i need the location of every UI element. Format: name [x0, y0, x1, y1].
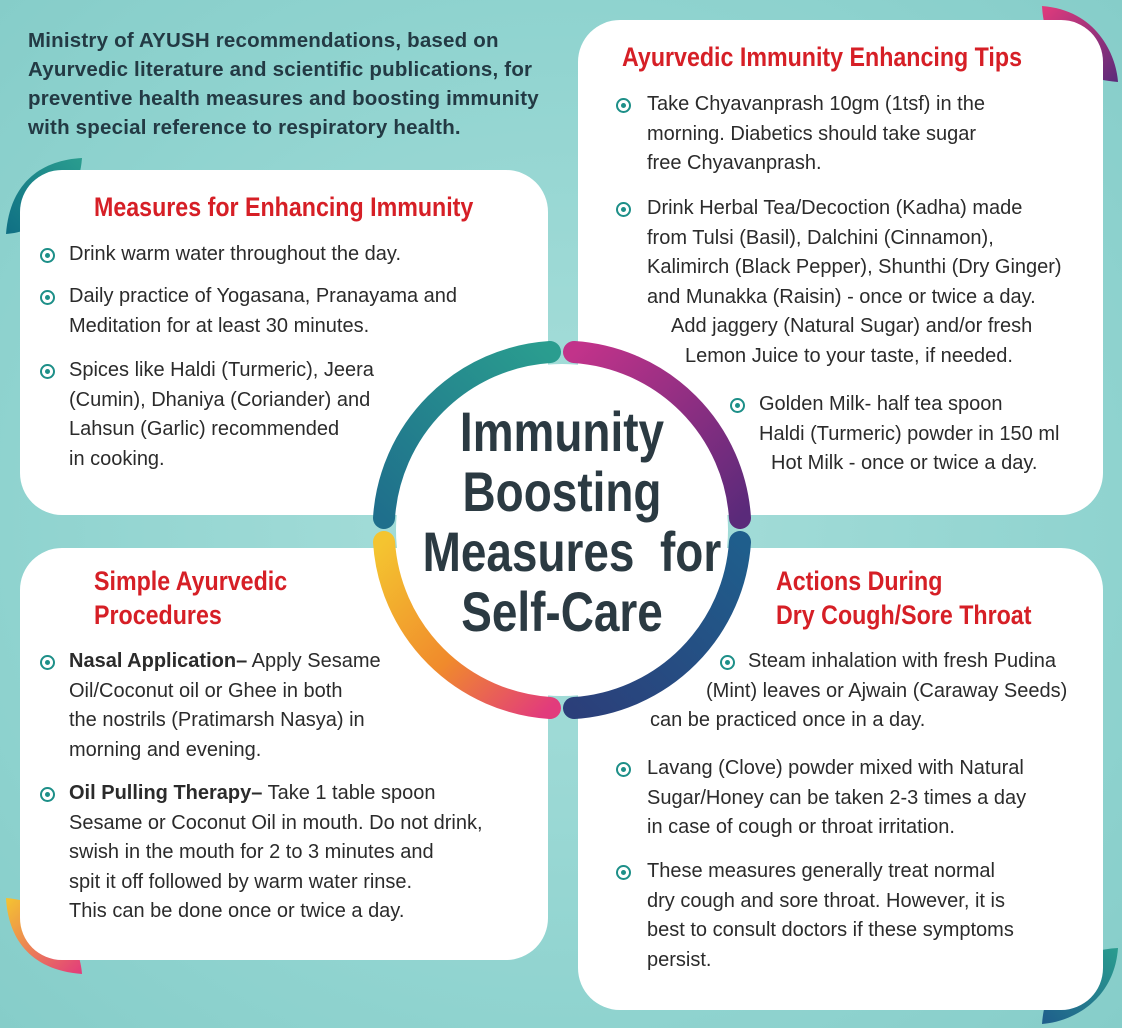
bullet-icon — [40, 787, 55, 802]
item-text: dry cough and sore throat. However, it i… — [647, 889, 1005, 912]
list-item: Daily practice of Yogasana, Pranayama an… — [40, 282, 457, 341]
item-text: Lahsun (Garlic) recommended — [69, 418, 340, 440]
list-item: Nasal Application– Apply Sesame Oil/Coco… — [40, 647, 381, 765]
bullet-icon — [40, 248, 55, 263]
tips-title: Ayurvedic Immunity Enhancing Tips — [622, 42, 1022, 72]
item-text: Lavang (Clove) powder mixed with Natural — [647, 757, 1024, 779]
item-text: swish in the mouth for 2 to 3 minutes an… — [69, 841, 434, 863]
list-item: These measures generally treat normal dr… — [616, 857, 1014, 975]
item-text: can be practiced once in a day. — [650, 709, 926, 731]
actions-title: Actions During Dry Cough/Sore Throat — [776, 564, 1031, 632]
item-text: Drink warm water throughout the day. — [69, 243, 402, 265]
intro-text: Ministry of AYUSH recommendations, based… — [28, 26, 568, 142]
bullet-icon — [40, 655, 55, 670]
item-text: the nostrils (Pratimarsh Nasya) in — [69, 709, 365, 731]
list-item: Drink warm water throughout the day. — [40, 240, 401, 270]
item-text: Kalimirch (Black Pepper), Shunthi (Dry G… — [647, 256, 1062, 278]
bullet-icon — [616, 202, 631, 217]
item-text: Take 1 table spoon — [262, 782, 436, 804]
item-text: from Tulsi (Basil), Dalchini (Cinnamon), — [647, 226, 994, 249]
procedures-title: Simple Ayurvedic Procedures — [94, 564, 287, 632]
item-text: morning and evening. — [69, 738, 262, 761]
list-item: Drink Herbal Tea/Decoction (Kadha) made … — [616, 194, 1062, 371]
item-text: These measures generally treat normal — [647, 860, 995, 882]
list-item: Golden Milk- half tea spoon Haldi (Turme… — [730, 390, 1059, 479]
item-text: Add jaggery (Natural Sugar) and/or fresh — [671, 315, 1033, 337]
item-text: free Chyavanprash. — [647, 152, 822, 174]
item-text: Daily practice of Yogasana, Pranayama an… — [69, 285, 458, 307]
item-text: Sesame or Coconut Oil in mouth. Do not d… — [69, 811, 483, 834]
item-text: Golden Milk- half tea spoon — [759, 393, 1003, 415]
item-text: best to consult doctors if these symptom… — [647, 919, 1014, 941]
item-text: morning. Diabetics should take sugar — [647, 122, 977, 145]
item-text: Haldi (Turmeric) powder in 150 ml — [759, 422, 1060, 445]
bullet-icon — [40, 364, 55, 379]
center-title-line: Boosting — [462, 460, 662, 523]
bullet-icon — [616, 98, 631, 113]
item-text: in case of cough or throat irritation. — [647, 816, 955, 838]
procedures-title-line: Procedures — [94, 600, 222, 630]
item-text: spit it off followed by warm water rinse… — [69, 870, 413, 893]
bullet-icon — [616, 865, 631, 880]
item-text: Take Chyavanprash 10gm (1tsf) in the — [647, 93, 985, 115]
center-title: Immunity Boosting Measures for Self-Care — [422, 400, 722, 643]
intro-line: with special reference to respiratory he… — [28, 116, 461, 139]
actions-title-line: Dry Cough/Sore Throat — [776, 600, 1032, 630]
intro-line: Ayurvedic literature and scientific publ… — [28, 58, 533, 81]
list-item: Steam inhalation with fresh Pudina (Mint… — [650, 647, 1067, 736]
intro-line: Ministry of AYUSH recommendations, based… — [28, 29, 499, 52]
list-item: Lavang (Clove) powder mixed with Natural… — [616, 754, 1026, 843]
item-text: Drink Herbal Tea/Decoction (Kadha) made — [647, 197, 1023, 219]
item-text: Hot Milk - once or twice a day. — [771, 452, 1038, 474]
bullet-icon — [730, 398, 745, 413]
measures-title: Measures for Enhancing Immunity — [94, 192, 474, 222]
item-text: Steam inhalation with fresh Pudina — [748, 650, 1056, 672]
item-heading: Nasal Application– — [69, 650, 248, 672]
item-heading: Oil Pulling Therapy– — [69, 782, 263, 804]
bullet-icon — [40, 290, 55, 305]
item-text: Apply Sesame — [247, 650, 381, 672]
bullet-icon — [616, 762, 631, 777]
list-item: Take Chyavanprash 10gm (1tsf) in the mor… — [616, 90, 985, 179]
bullet-icon — [720, 655, 735, 670]
item-text: persist. — [647, 948, 712, 971]
center-ring-graphic — [373, 341, 751, 719]
center-title-line: Measures for — [422, 520, 722, 583]
procedures-title-line: Simple Ayurvedic — [94, 566, 288, 596]
center-title-line: Immunity — [459, 400, 665, 463]
item-text: in cooking. — [69, 447, 165, 470]
item-text: (Cumin), Dhaniya (Coriander) and — [69, 388, 371, 411]
item-text: (Mint) leaves or Ajwain (Caraway Seeds) — [706, 679, 1068, 702]
actions-title-line: Actions During — [776, 566, 943, 596]
item-text: This can be done once or twice a day. — [69, 900, 405, 922]
list-item: Spices like Haldi (Turmeric), Jeera (Cum… — [40, 356, 374, 474]
item-text: Oil/Coconut oil or Ghee in both — [69, 679, 343, 702]
intro-line: preventive health measures and boosting … — [28, 87, 539, 110]
item-text: Lemon Juice to your taste, if needed. — [685, 344, 1013, 367]
item-text: Sugar/Honey can be taken 2-3 times a day — [647, 786, 1027, 809]
item-text: and Munakka (Raisin) - once or twice a d… — [647, 285, 1036, 308]
item-text: Spices like Haldi (Turmeric), Jeera — [69, 359, 374, 381]
item-text: Meditation for at least 30 minutes. — [69, 314, 370, 337]
list-item: Oil Pulling Therapy– Take 1 table spoon … — [40, 779, 483, 927]
center-title-line: Self-Care — [461, 580, 663, 643]
